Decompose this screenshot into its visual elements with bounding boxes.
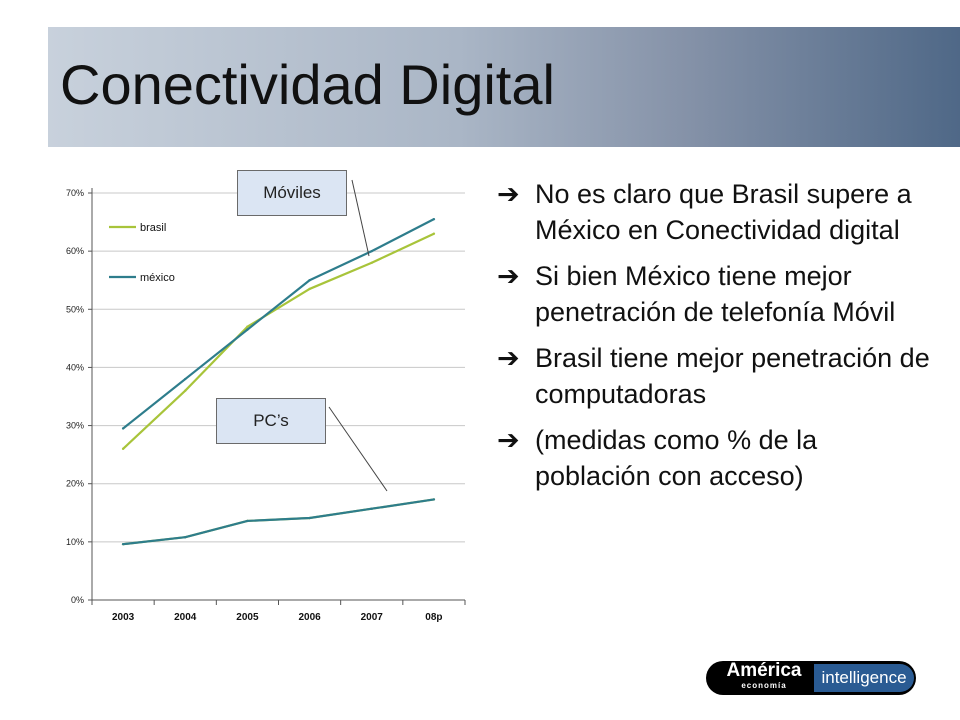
data-point bbox=[370, 249, 373, 253]
series-line-méxico bbox=[122, 218, 435, 430]
y-tick-label: 40% bbox=[66, 362, 84, 372]
data-point bbox=[121, 427, 125, 430]
moviles-leader-line bbox=[351, 179, 370, 257]
data-point bbox=[308, 279, 311, 282]
bullet-text: No es claro que Brasil supere a México e… bbox=[535, 179, 912, 245]
chart-axes bbox=[88, 188, 466, 605]
y-tick-label: 20% bbox=[66, 479, 84, 489]
data-point bbox=[308, 516, 311, 520]
x-tick-label: 08p bbox=[425, 612, 442, 623]
right-arrow-icon: ➔ bbox=[497, 343, 520, 373]
title-band bbox=[48, 27, 960, 147]
bullet-text: Brasil tiene mejor penetración de comput… bbox=[535, 343, 930, 409]
data-point bbox=[308, 287, 311, 291]
logo-main-text: América bbox=[726, 661, 802, 681]
callout-leader-lines bbox=[328, 179, 388, 492]
logo-intelligence: intelligence bbox=[814, 664, 914, 692]
data-point bbox=[184, 377, 187, 381]
data-point bbox=[432, 232, 436, 235]
x-tick-label: 2003 bbox=[112, 612, 135, 623]
slide-title: Conectividad Digital bbox=[60, 53, 555, 116]
x-tick-label: 2005 bbox=[236, 612, 259, 623]
data-point bbox=[246, 328, 249, 331]
data-point bbox=[184, 536, 187, 539]
bullet-item: ➔ Brasil tiene mejor penetración de comp… bbox=[497, 340, 937, 412]
x-tick-label: 2004 bbox=[174, 612, 197, 623]
data-point bbox=[432, 498, 436, 501]
data-point bbox=[121, 447, 125, 451]
chart-legend: brasil méxico bbox=[109, 222, 175, 284]
right-arrow-icon: ➔ bbox=[497, 179, 520, 209]
legend-label: méxico bbox=[140, 272, 175, 284]
data-point bbox=[246, 519, 249, 523]
y-tick-labels: 0% 10% 20% 30% 40% 50% 60% 70% bbox=[66, 188, 84, 605]
america-economia-intelligence-logo: América economía intelligence bbox=[706, 661, 916, 695]
data-point bbox=[370, 261, 373, 264]
y-tick-label: 10% bbox=[66, 537, 84, 547]
callout-moviles: Móviles bbox=[237, 170, 347, 216]
y-tick-label: 0% bbox=[71, 595, 84, 605]
chart-series bbox=[121, 217, 436, 546]
bullet-item: ➔ (medidas como % de la población con ac… bbox=[497, 422, 937, 494]
legend-label: brasil bbox=[140, 222, 166, 234]
logo-sub-text: economía bbox=[741, 681, 787, 690]
y-tick-label: 70% bbox=[66, 188, 84, 198]
series-line-brasil bbox=[122, 232, 435, 450]
pcs-leader-line bbox=[328, 406, 388, 492]
bullet-text: (medidas como % de la población con acce… bbox=[535, 425, 818, 491]
y-tick-label: 30% bbox=[66, 421, 84, 431]
bullet-text: Si bien México tiene mejor penetración d… bbox=[535, 261, 896, 327]
callout-pcs: PC’s bbox=[216, 398, 326, 444]
data-point bbox=[246, 325, 249, 328]
bullet-item: ➔ No es claro que Brasil supere a México… bbox=[497, 176, 937, 248]
data-point bbox=[184, 389, 187, 392]
bullet-item: ➔ Si bien México tiene mejor penetración… bbox=[497, 258, 937, 330]
bullet-list: ➔ No es claro que Brasil supere a México… bbox=[497, 176, 937, 504]
y-tick-label: 60% bbox=[66, 246, 84, 256]
data-point bbox=[370, 507, 373, 510]
logo-america-mark: América economía bbox=[714, 661, 814, 695]
right-arrow-icon: ➔ bbox=[497, 261, 520, 291]
x-tick-labels: 2003 2004 2005 2006 2007 08p bbox=[112, 612, 443, 623]
data-point bbox=[121, 542, 125, 546]
x-tick-label: 2007 bbox=[361, 612, 384, 623]
y-tick-label: 50% bbox=[66, 304, 84, 314]
x-tick-label: 2006 bbox=[298, 612, 321, 623]
data-point bbox=[432, 217, 436, 221]
series-line-méxico bbox=[122, 498, 435, 546]
right-arrow-icon: ➔ bbox=[497, 425, 520, 455]
